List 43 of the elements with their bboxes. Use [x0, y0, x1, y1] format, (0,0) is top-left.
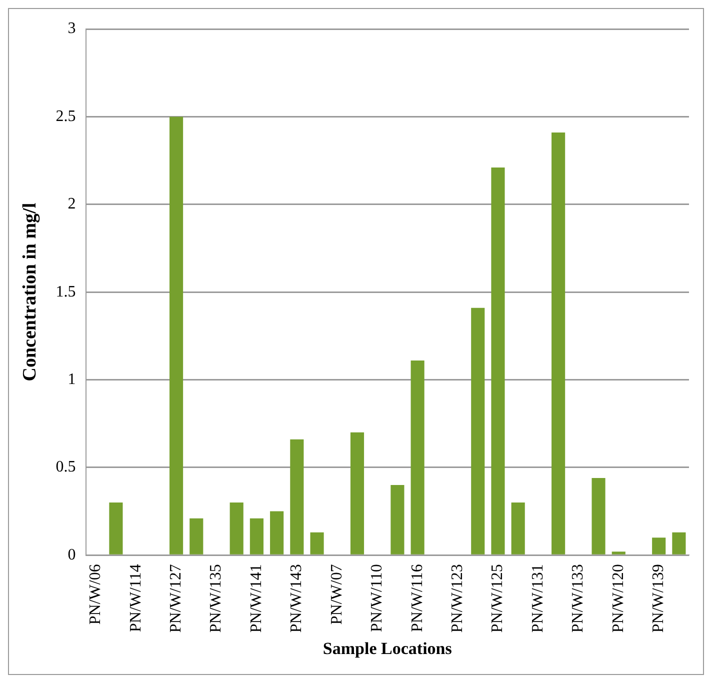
x-tick-label: PN/W/114: [127, 564, 144, 632]
x-tick-label: PN/W/125: [489, 564, 506, 633]
x-tick-label: PN/W/110: [368, 564, 386, 632]
bar: [109, 502, 123, 554]
x-tick-label: PN/W/116: [408, 564, 426, 632]
bar: [169, 116, 184, 554]
y-tick-label: 0.5: [56, 458, 76, 476]
x-tick-label: PN/W/07: [328, 564, 346, 625]
y-tick-label: 3: [68, 20, 76, 38]
y-tick-label: 0: [68, 546, 76, 564]
bar: [612, 552, 626, 554]
x-tick-label: PN/W/06: [87, 564, 104, 625]
y-tick-label: 1: [68, 370, 76, 388]
x-tick-label: PN/W/133: [570, 564, 587, 633]
x-tick-label: PN/W/127: [167, 564, 184, 633]
x-tick-label: PN/W/131: [529, 564, 546, 633]
x-axis-title: Sample Locations: [322, 639, 452, 658]
bar: [390, 485, 404, 554]
x-tick-label: PN/W/143: [288, 564, 306, 633]
bar: [511, 502, 525, 554]
bar: [310, 532, 324, 554]
bar: [190, 518, 204, 554]
y-axis-title: Concentration in mg/l: [19, 202, 40, 382]
bar: [552, 132, 566, 554]
bar: [410, 360, 424, 554]
bar: [592, 478, 606, 554]
bar: [290, 439, 304, 554]
bar: [270, 511, 284, 554]
bar: [230, 502, 244, 554]
x-tick-label: PN/W/123: [448, 564, 466, 633]
bar: [250, 518, 264, 554]
bar: [652, 538, 666, 554]
y-tick-label: 1.5: [56, 283, 76, 300]
y-tick-label: 2.5: [56, 108, 76, 125]
bar: [471, 308, 485, 554]
x-tick-label: PN/W/120: [610, 564, 627, 633]
x-tick-label: PN/W/139: [650, 564, 668, 633]
y-tick-label: 2: [68, 196, 76, 213]
x-tick-label: PN/W/141: [248, 564, 265, 633]
bar: [350, 432, 364, 554]
bar: [672, 532, 686, 554]
bar: [491, 168, 505, 554]
x-tick-label: PN/W/135: [208, 564, 225, 633]
